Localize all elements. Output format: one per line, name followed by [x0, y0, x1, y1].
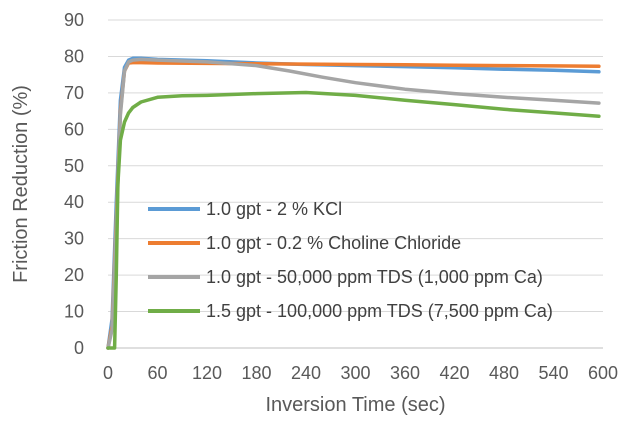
x-tick-label: 360: [390, 363, 420, 383]
y-tick-label: 50: [64, 156, 84, 176]
x-axis-label: Inversion Time (sec): [265, 394, 445, 416]
y-tick-label: 10: [64, 302, 84, 322]
x-tick-label: 180: [241, 363, 271, 383]
y-tick-label: 40: [64, 192, 84, 212]
series-lines: [106, 56, 601, 350]
legend-label-3: 1.0 gpt - 50,000 ppm TDS (1,000 ppm Ca): [206, 267, 543, 287]
legend: 1.0 gpt - 2 % KCl 1.0 gpt - 0.2 % Choline…: [148, 199, 553, 321]
x-tick-label: 240: [291, 363, 321, 383]
x-tick-label: 0: [103, 363, 113, 383]
x-tick-label: 300: [340, 363, 370, 383]
x-tick-label: 420: [439, 363, 469, 383]
y-tick-label: 30: [64, 229, 84, 249]
x-tick-label: 540: [538, 363, 568, 383]
x-tick-label: 480: [489, 363, 519, 383]
y-tick-label: 60: [64, 119, 84, 139]
legend-label-2: 1.0 gpt - 0.2 % Choline Chloride: [206, 233, 461, 253]
x-tick-label: 120: [192, 363, 222, 383]
legend-label-1: 1.0 gpt - 2 % KCl: [206, 199, 342, 219]
x-tick-label: 600: [588, 363, 618, 383]
y-tick-label: 70: [64, 83, 84, 103]
y-axis-label: Friction Reduction (%): [10, 85, 32, 283]
x-axis-tick-labels: 0 60 120 180 240 300 360 420 480 540 600: [103, 363, 618, 383]
series-line-4: [106, 90, 601, 350]
y-tick-label: 20: [64, 265, 84, 285]
x-tick-label: 60: [147, 363, 167, 383]
legend-label-4: 1.5 gpt - 100,000 ppm TDS (7,500 ppm Ca): [206, 301, 553, 321]
y-axis-tick-labels: 0 10 20 30 40 50 60 70 80 90: [64, 10, 84, 358]
y-tick-label: 0: [74, 338, 84, 358]
y-tick-label: 80: [64, 46, 84, 66]
y-tick-label: 90: [64, 10, 84, 30]
series-line-3: [106, 57, 601, 350]
